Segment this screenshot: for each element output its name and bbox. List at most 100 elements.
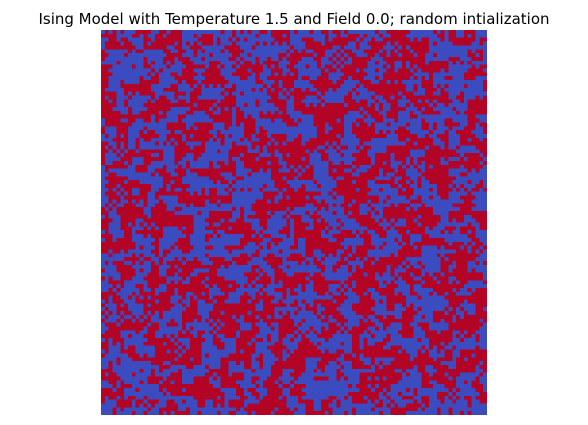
spin-up-cell <box>290 214 295 219</box>
spin-up-cell <box>309 107 314 111</box>
spin-down-cell <box>266 80 271 84</box>
spin-down-cell <box>193 68 198 73</box>
spin-up-cell <box>375 49 379 54</box>
spin-down-cell <box>475 53 480 57</box>
spin-up-cell <box>375 45 379 50</box>
spin-up-cell <box>232 187 237 192</box>
spin-down-cell <box>378 137 383 142</box>
spin-down-cell <box>220 41 225 46</box>
spin-up-cell <box>402 60 406 65</box>
spin-down-cell <box>294 210 298 215</box>
spin-up-cell <box>270 72 275 77</box>
spin-up-cell <box>359 76 364 81</box>
spin-up-cell <box>263 137 268 142</box>
spin-up-cell <box>209 187 213 192</box>
spin-down-cell <box>266 72 271 77</box>
spin-down-cell <box>467 95 472 100</box>
spin-up-cell <box>417 160 422 165</box>
spin-down-cell <box>378 122 383 127</box>
spin-up-cell <box>220 199 225 204</box>
spin-down-cell <box>351 30 356 34</box>
spin-up-cell <box>274 76 279 81</box>
spin-up-cell <box>398 207 403 211</box>
spin-up-cell <box>120 214 125 219</box>
spin-up-cell <box>290 64 295 69</box>
spin-up-cell <box>270 95 275 100</box>
spin-down-cell <box>309 157 314 161</box>
spin-up-cell <box>182 122 186 127</box>
spin-down-cell <box>456 184 461 188</box>
spin-down-cell <box>243 203 248 208</box>
spin-up-cell <box>359 218 364 223</box>
spin-down-cell <box>475 41 480 46</box>
spin-up-cell <box>402 214 406 219</box>
spin-up-cell <box>378 107 383 111</box>
spin-down-cell <box>432 184 437 188</box>
spin-up-cell <box>158 207 163 211</box>
spin-up-cell <box>409 72 414 77</box>
spin-up-cell <box>313 214 318 219</box>
spin-up-cell <box>394 30 399 34</box>
spin-down-cell <box>463 184 468 188</box>
spin-down-cell <box>131 107 136 111</box>
spin-up-cell <box>197 126 202 131</box>
spin-down-cell <box>243 218 248 223</box>
spin-up-cell <box>147 87 152 92</box>
spin-up-cell <box>324 72 329 77</box>
spin-down-cell <box>290 110 295 115</box>
spin-up-cell <box>305 107 310 111</box>
spin-down-cell <box>456 172 461 177</box>
spin-down-cell <box>270 110 275 115</box>
spin-down-cell <box>228 218 233 223</box>
spin-up-cell <box>224 122 229 127</box>
spin-up-cell <box>209 103 213 108</box>
spin-down-cell <box>162 122 167 127</box>
spin-down-cell <box>436 114 441 119</box>
spin-up-cell <box>286 199 291 204</box>
spin-down-cell <box>139 99 144 104</box>
spin-down-cell <box>259 176 264 181</box>
spin-up-cell <box>344 199 349 204</box>
spin-down-cell <box>378 56 383 61</box>
spin-up-cell <box>324 87 329 92</box>
spin-up-cell <box>178 33 183 38</box>
spin-down-cell <box>286 207 291 211</box>
spin-down-cell <box>247 176 252 181</box>
spin-down-cell <box>290 133 295 138</box>
spin-up-cell <box>197 103 202 108</box>
spin-down-cell <box>471 80 476 84</box>
spin-down-cell <box>390 153 395 158</box>
spin-up-cell <box>116 137 121 142</box>
spin-up-cell <box>290 118 295 123</box>
spin-up-cell <box>135 207 140 211</box>
spin-up-cell <box>425 153 430 158</box>
spin-up-cell <box>336 33 341 38</box>
spin-up-cell <box>390 103 395 108</box>
spin-down-cell <box>479 172 484 177</box>
spin-down-cell <box>124 95 129 100</box>
spin-down-cell <box>170 95 175 100</box>
spin-down-cell <box>236 30 241 34</box>
spin-down-cell <box>151 53 156 57</box>
spin-up-cell <box>236 68 241 73</box>
spin-up-cell <box>421 103 426 108</box>
spin-up-cell <box>124 37 129 42</box>
spin-down-cell <box>375 176 379 181</box>
spin-down-cell <box>456 99 461 104</box>
spin-down-cell <box>239 153 244 158</box>
spin-up-cell <box>124 210 129 215</box>
spin-up-cell <box>348 184 352 188</box>
spin-down-cell <box>201 114 206 119</box>
spin-down-cell <box>386 107 391 111</box>
spin-down-cell <box>475 64 480 69</box>
spin-down-cell <box>220 60 225 65</box>
spin-down-cell <box>344 60 349 65</box>
spin-up-cell <box>108 180 113 185</box>
spin-up-cell <box>178 176 183 181</box>
spin-down-cell <box>348 83 352 88</box>
spin-down-cell <box>197 214 202 219</box>
spin-down-cell <box>189 172 194 177</box>
spin-down-cell <box>328 207 333 211</box>
spin-down-cell <box>398 114 403 119</box>
spin-down-cell <box>104 145 109 150</box>
